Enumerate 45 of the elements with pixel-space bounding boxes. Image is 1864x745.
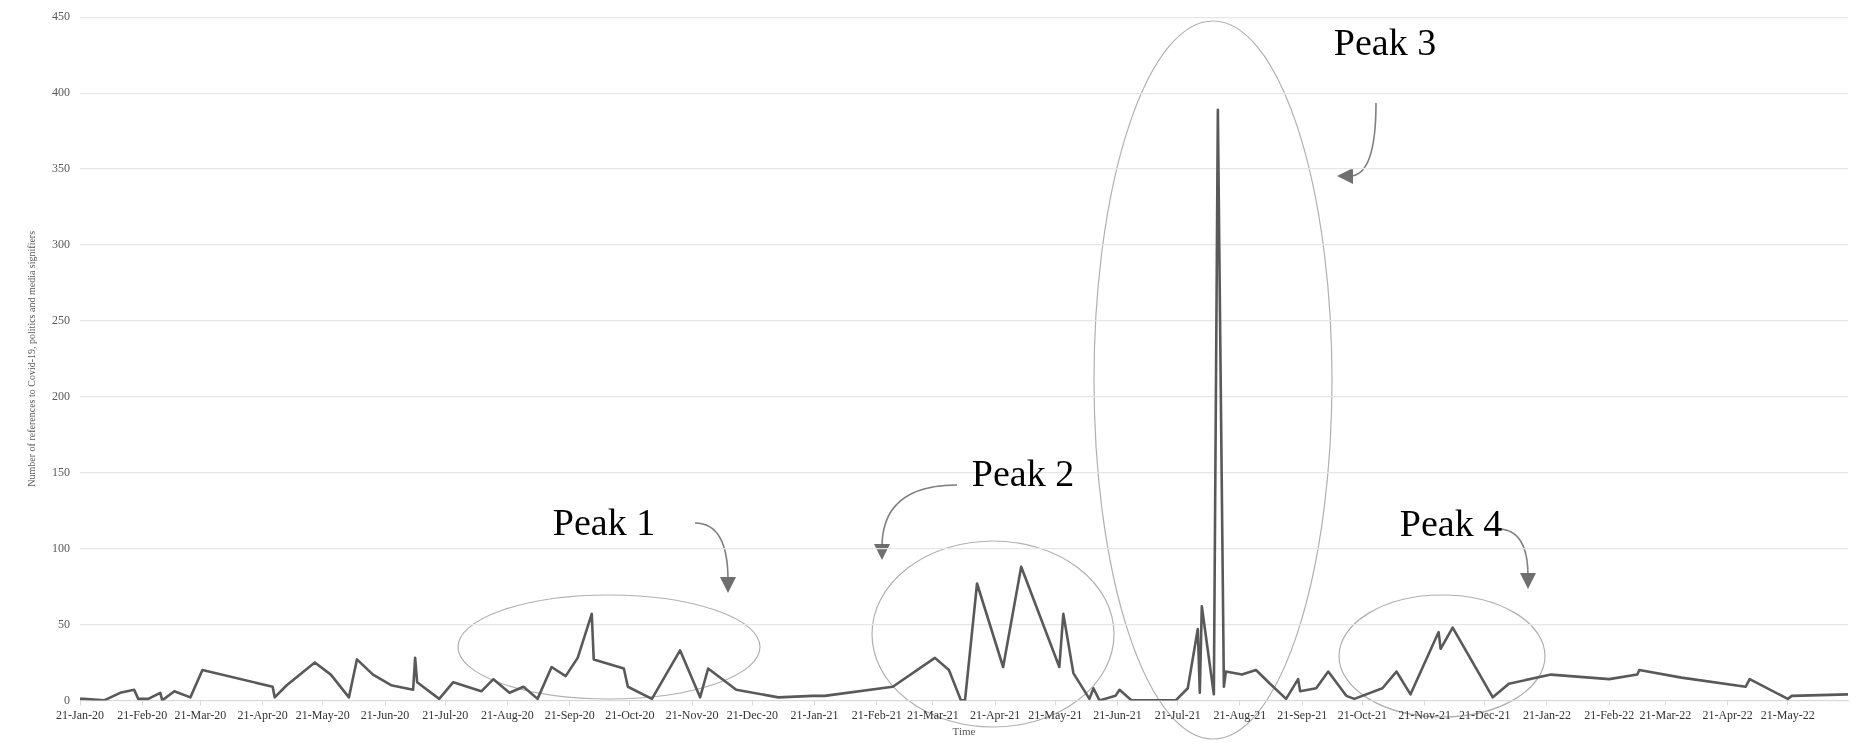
x-tick-label: 21-Mar-21 [907, 707, 959, 722]
x-tick-label: 21-Oct-20 [605, 707, 655, 722]
x-tick-label: 21-Dec-20 [726, 707, 778, 722]
x-tick-label: 21-Sep-20 [544, 707, 595, 722]
y-tick-label: 300 [52, 237, 70, 252]
x-tick-label: 21-Apr-21 [969, 707, 1021, 722]
x-tick-label: 21-Mar-22 [1639, 707, 1692, 722]
y-axis-title: Number of references to Covid-19, politics and media signifiers [25, 230, 37, 487]
x-axis-title: Time [952, 725, 976, 738]
x-tick-label: 21-May-20 [295, 707, 350, 722]
annotation: Peak 3 [1333, 20, 1437, 63]
y-tick-label: 100 [52, 540, 70, 555]
y-tick-label: 400 [52, 85, 70, 100]
x-tick-label: 21-May-22 [1760, 707, 1815, 722]
x-tick-label: 21-Dec-21 [1459, 707, 1511, 722]
x-tick-label: 21-Aug-20 [481, 707, 534, 722]
x-tick-label: 21-Feb-22 [1584, 707, 1635, 722]
x-tick-label: 21-Jul-20 [422, 707, 469, 722]
x-tick-label: 21-Jun-20 [360, 707, 410, 722]
x-tick-label: 21-Nov-20 [665, 707, 719, 722]
annotation: Peak 1 [552, 500, 656, 543]
x-tick-label: 21-Jan-21 [790, 707, 839, 722]
x-tick-label: 21-Apr-20 [237, 707, 288, 722]
x-tick-label: 21-Oct-21 [1337, 707, 1388, 722]
x-tick-label: 21-May-21 [1028, 707, 1083, 722]
annotation: Peak 2 [971, 451, 1075, 494]
y-tick-label: 250 [52, 313, 70, 327]
x-tick-label: 21-Apr-22 [1702, 707, 1753, 722]
x-tick-label: 21-Aug-21 [1213, 707, 1267, 722]
y-tick-label: 0 [64, 692, 70, 707]
x-tick-label: 21-Jul-21 [1154, 707, 1201, 722]
y-tick-label: 150 [52, 464, 70, 479]
annotation: Peak 4 [1399, 501, 1503, 544]
y-tick-label: 350 [52, 161, 70, 176]
y-tick-label: 450 [52, 9, 70, 24]
x-tick-label: 21-Jan-22 [1522, 707, 1571, 722]
x-tick-label: 21-Mar-20 [174, 707, 227, 722]
x-tick-label: 21-Feb-21 [851, 707, 902, 722]
x-tick-label: 21-Jun-21 [1093, 707, 1142, 722]
x-tick-label: 21-Sep-21 [1277, 707, 1328, 722]
y-tick-label: 50 [58, 616, 70, 631]
x-tick-label: 21-Jan-20 [56, 707, 104, 722]
x-tick-label: 21-Nov-21 [1398, 707, 1451, 722]
x-tick-label: 21-Feb-20 [117, 707, 168, 722]
y-tick-label: 200 [52, 388, 70, 403]
